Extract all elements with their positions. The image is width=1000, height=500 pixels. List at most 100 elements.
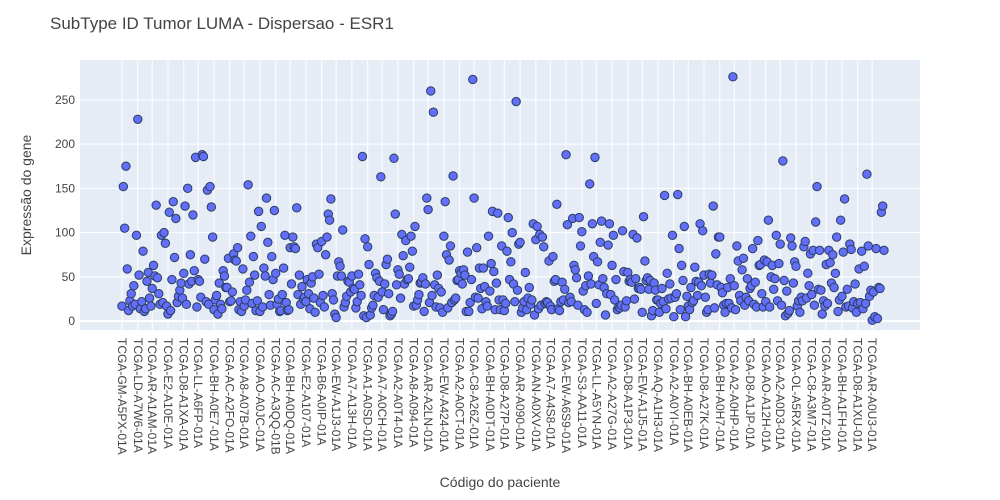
data-point <box>407 246 418 256</box>
data-point <box>152 273 163 283</box>
data-point <box>690 262 700 272</box>
x-tick-label: TCGA-EW-A1J5-01A <box>635 338 649 451</box>
data-point <box>697 226 708 236</box>
data-point <box>603 240 613 250</box>
data-point <box>464 306 474 317</box>
y-tick-label: 50 <box>62 270 76 284</box>
data-point <box>833 306 843 317</box>
data-point <box>356 290 366 301</box>
x-tick-label: TCGA-A1-A0SD-01A <box>361 338 375 451</box>
data-point <box>324 215 335 225</box>
data-point <box>179 268 189 279</box>
data-point <box>520 267 531 278</box>
data-point <box>403 273 414 284</box>
data-point <box>439 231 449 241</box>
data-point <box>715 232 725 242</box>
data-point <box>278 263 289 273</box>
data-point <box>249 270 260 280</box>
data-point <box>679 221 690 232</box>
data-point <box>159 227 169 238</box>
data-point <box>747 243 758 254</box>
data-point <box>445 241 456 251</box>
data-point <box>362 242 373 252</box>
data-point <box>753 235 763 246</box>
data-point <box>486 258 496 269</box>
data-point <box>709 303 720 313</box>
data-point <box>118 181 129 192</box>
data-point <box>875 283 885 294</box>
data-point <box>167 274 177 285</box>
x-tick-label: TCGA-AO-A0JC-01A <box>253 338 267 451</box>
data-point <box>189 265 199 276</box>
data-point <box>214 278 224 288</box>
y-tick-label: 100 <box>55 226 75 240</box>
data-point <box>119 223 130 233</box>
data-point <box>205 181 215 192</box>
data-point <box>877 201 888 211</box>
data-point <box>524 282 534 293</box>
data-point <box>554 305 565 316</box>
x-tick-label: TCGA-A7-A13H-01A <box>345 338 359 449</box>
y-tick-labels: 0 50 100 150 200 250 <box>55 93 75 328</box>
data-point <box>264 289 274 300</box>
data-point <box>146 301 156 311</box>
data-point <box>787 241 797 251</box>
data-point <box>592 257 603 267</box>
data-point <box>686 282 696 293</box>
data-point <box>335 261 345 271</box>
data-point <box>807 289 817 300</box>
data-point <box>507 227 517 238</box>
data-point <box>711 249 721 259</box>
x-tick-label: TCGA-A8-A07B-01A <box>237 338 251 449</box>
data-point <box>206 202 217 212</box>
data-point <box>640 256 650 266</box>
y-tick-label: 150 <box>55 181 75 195</box>
data-point <box>585 179 595 189</box>
x-tick-label: TCGA-AR-A1AM-01A <box>145 338 159 454</box>
data-point <box>791 261 801 271</box>
data-point <box>460 270 470 280</box>
data-point <box>263 237 273 248</box>
data-point <box>835 215 846 225</box>
data-point <box>491 278 502 288</box>
data-point <box>482 301 492 311</box>
data-point <box>319 302 330 312</box>
data-point <box>398 250 408 261</box>
x-tick-label: TCGA-AQ-A1H3-01A <box>651 338 665 452</box>
data-point <box>621 296 632 306</box>
data-point <box>244 277 255 287</box>
data-point <box>129 281 139 291</box>
data-point <box>336 271 347 281</box>
x-tick-label: TCGA-BH-A1FH-01A <box>835 338 849 452</box>
x-tick-label: TCGA-D8-A1P3-01A <box>621 338 635 449</box>
data-point <box>782 286 792 296</box>
data-point <box>271 268 281 279</box>
data-point <box>243 180 253 190</box>
data-point <box>611 274 621 285</box>
data-point <box>757 289 767 299</box>
data-point <box>768 284 779 294</box>
data-point <box>775 239 785 249</box>
data-point <box>382 254 393 264</box>
data-point <box>357 151 368 162</box>
data-point <box>395 293 406 303</box>
data-point <box>863 241 873 251</box>
data-point <box>269 205 280 216</box>
data-point <box>192 302 202 312</box>
data-point <box>770 273 780 284</box>
x-tick-label: TCGA-LD-A7W6-01A <box>131 338 145 453</box>
data-point <box>207 232 218 242</box>
data-point <box>176 278 186 288</box>
data-point <box>859 261 869 271</box>
data-point <box>607 260 617 271</box>
x-tick-label: TCGA-BH-A0EB-01A <box>681 338 695 452</box>
data-point <box>405 262 415 272</box>
data-point <box>659 190 670 201</box>
data-point <box>872 313 883 324</box>
x-tick-label: TCGA-AR-A090-01A <box>513 338 527 449</box>
data-point <box>669 312 679 322</box>
data-point <box>389 153 399 163</box>
data-point <box>512 285 523 295</box>
data-point <box>846 244 856 255</box>
data-point <box>286 279 297 289</box>
